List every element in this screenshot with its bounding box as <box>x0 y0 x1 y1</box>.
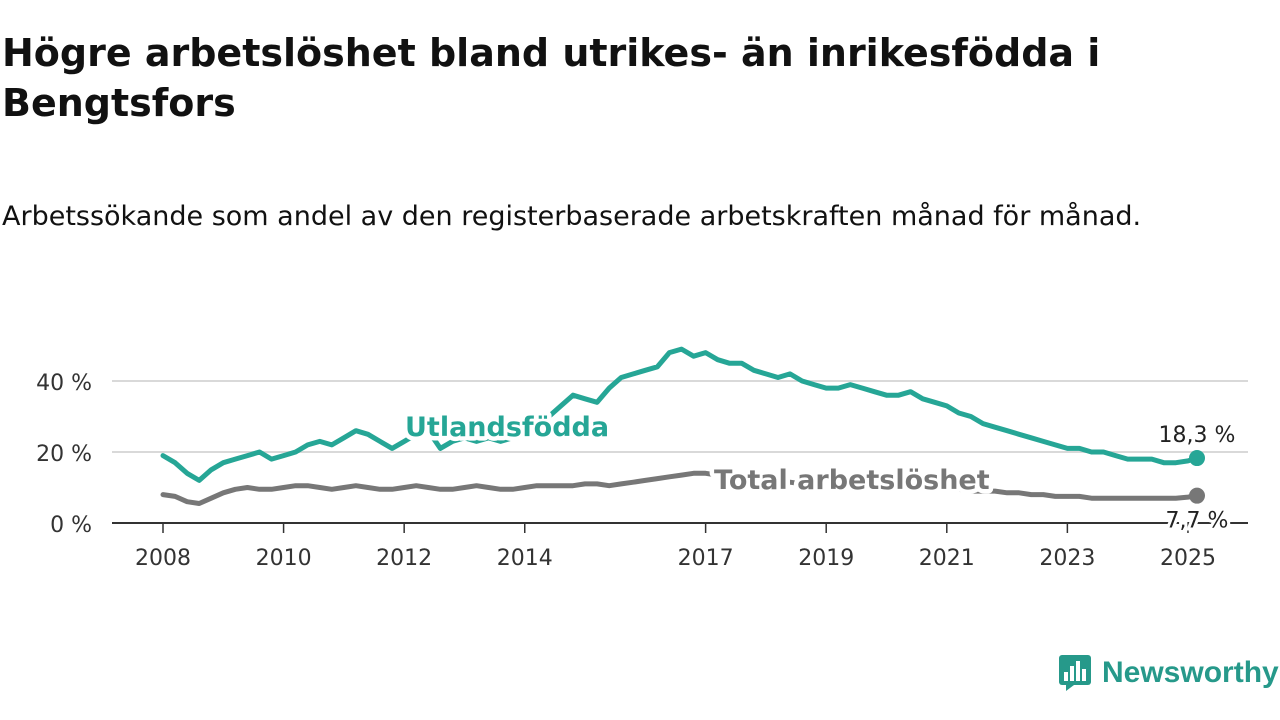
series-line-utlandsfodda <box>160 346 1200 483</box>
x-tick-label: 2023 <box>1039 546 1095 571</box>
page-subtitle: Arbetssökande som andel av den registerb… <box>2 201 1142 232</box>
line-chart: 0 % 20 % 40 % 2008 2010 2012 2014 2017 2019 2021 2… <box>36 346 1248 571</box>
x-tick-label: 2019 <box>798 546 854 571</box>
newsworthy-logo-icon <box>1059 655 1091 691</box>
y-tick-label: 20 % <box>36 442 92 467</box>
brand-name: Newsworthy <box>1102 656 1279 689</box>
x-tick-label: 2017 <box>678 546 734 571</box>
x-tick-label: 2025 <box>1160 546 1216 571</box>
x-tick-label: 2012 <box>376 546 432 571</box>
x-tick-label: 2010 <box>256 546 312 571</box>
y-tick-label: 0 % <box>50 513 92 538</box>
x-tick-label: 2021 <box>919 546 975 571</box>
x-tick-label: 2008 <box>135 546 191 571</box>
end-point <box>1189 487 1205 504</box>
x-tick-label: 2014 <box>497 546 553 571</box>
y-tick-label: 40 % <box>36 371 92 396</box>
series-label-total: Total arbetslöshet <box>714 465 990 496</box>
page-title: Högre arbetslöshet bland utrikes- än inr… <box>2 31 1101 125</box>
end-point <box>1189 450 1205 467</box>
series-label-utlandsfodda: Utlandsfödda <box>405 412 609 443</box>
end-value-label: 18,3 % <box>1159 423 1236 448</box>
series-line-total <box>160 470 1200 506</box>
end-value-label: 7,7 % <box>1166 509 1229 534</box>
brand-logo: Newsworthy <box>1058 654 1279 692</box>
